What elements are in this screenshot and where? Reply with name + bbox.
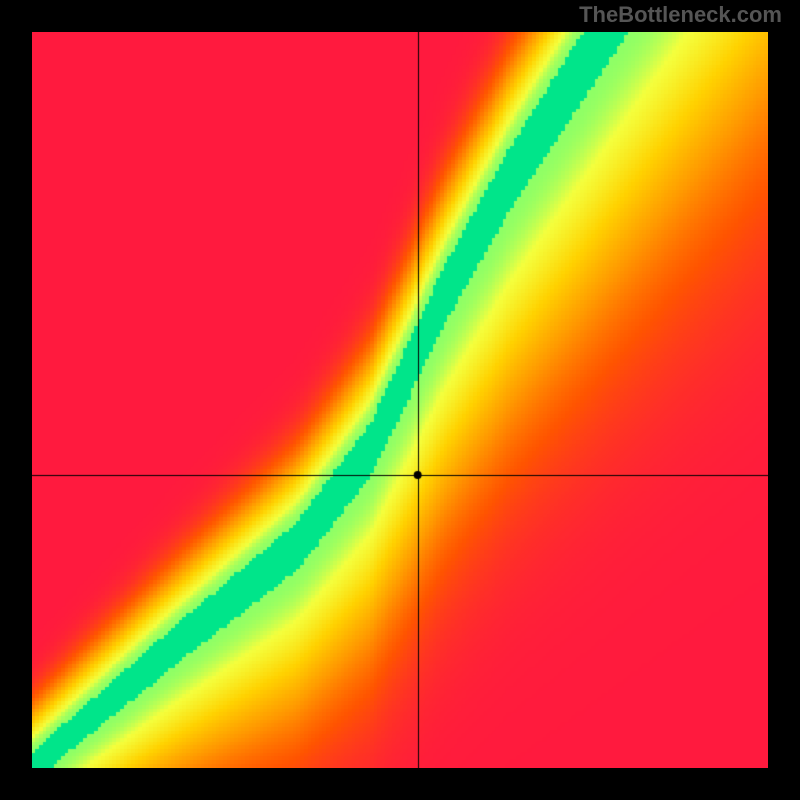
bottleneck-heatmap bbox=[32, 32, 768, 768]
watermark-text: TheBottleneck.com bbox=[579, 2, 782, 28]
